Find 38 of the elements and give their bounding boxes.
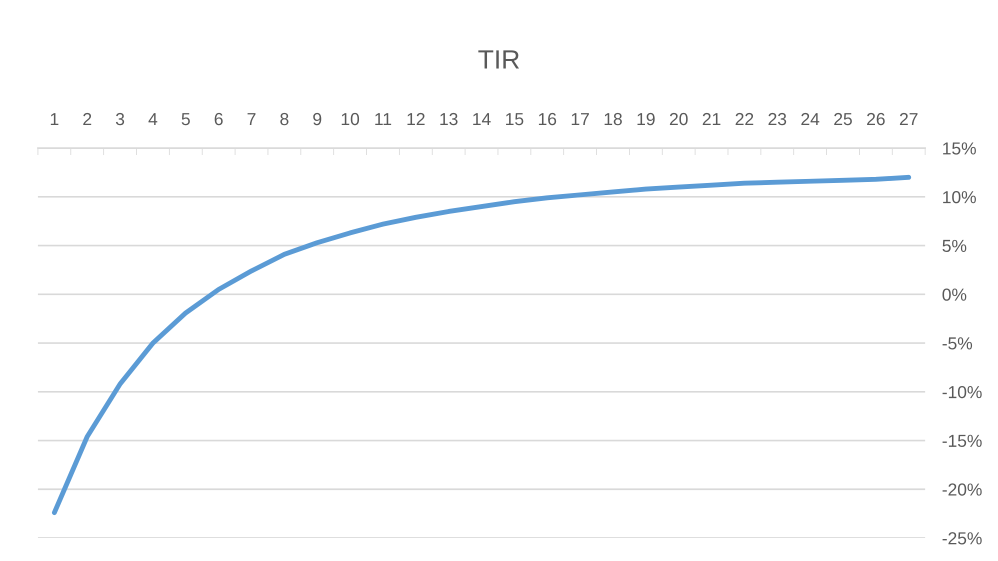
x-tick-label: 27 <box>900 112 918 126</box>
x-tick-label: 25 <box>834 112 852 126</box>
x-tick-label: 4 <box>148 113 158 126</box>
x-tick-label: 1 <box>50 113 58 126</box>
x-tick-label: 5 <box>182 113 190 126</box>
y-tick-label: -5% <box>942 337 972 350</box>
x-tick-label: 12 <box>407 112 425 126</box>
x-tick-label: 16 <box>538 112 556 126</box>
y-tick-label: -25% <box>942 532 982 544</box>
y-tick-label: 10% <box>943 191 976 204</box>
y-tick-label: -10% <box>942 386 982 398</box>
x-tick-label: 26 <box>867 112 885 126</box>
x-tick-label: 14 <box>473 113 491 126</box>
x-tick-label: 3 <box>116 112 124 126</box>
x-tick-label: 22 <box>736 112 754 126</box>
x-tick-label: 24 <box>801 112 820 126</box>
x-tick-label: 15 <box>506 113 524 126</box>
x-tick-label: 19 <box>638 112 655 126</box>
x-tick-label: 13 <box>440 112 458 126</box>
y-tick-label: 15% <box>943 142 976 155</box>
x-tick-label: 20 <box>670 112 688 126</box>
x-tick-label: 9 <box>313 112 322 126</box>
x-tick-label: 6 <box>214 112 223 126</box>
x-tick-label: 17 <box>572 113 589 126</box>
x-tick-label: 2 <box>83 112 92 126</box>
chart-title: TIR <box>478 50 520 69</box>
x-tick-label: 8 <box>280 112 288 126</box>
y-tick-label: 0% <box>942 288 966 301</box>
x-tick-label: 11 <box>375 113 392 126</box>
x-tick-label: 18 <box>604 112 622 126</box>
x-tick-label: 7 <box>248 113 256 126</box>
x-tick-label: 23 <box>768 112 786 126</box>
y-tick-label: -20% <box>942 483 982 496</box>
x-tick-label: 21 <box>702 112 720 126</box>
x-tick-label: 10 <box>342 112 360 126</box>
y-tick-label: 5% <box>942 240 966 252</box>
y-tick-label: -15% <box>942 434 982 447</box>
line-series <box>52 174 912 516</box>
